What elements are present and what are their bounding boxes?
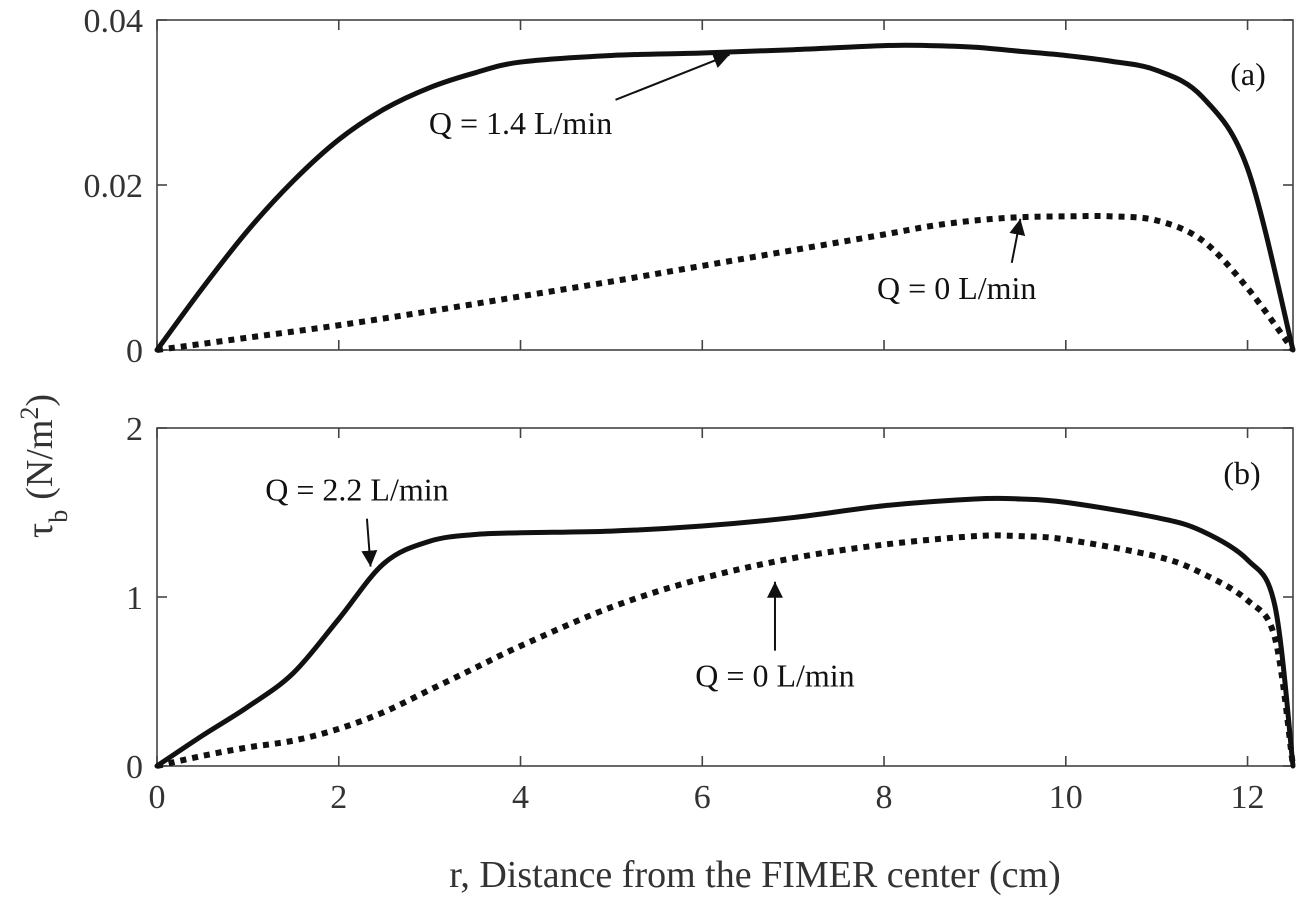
x-axis-title: r, Distance from the FIMER center (cm)	[449, 854, 1061, 896]
y-axis-title-symbol: τ	[19, 523, 61, 538]
x-tick-label: 12	[1231, 779, 1265, 816]
y-axis-title-unit-close: )	[19, 394, 61, 407]
series-line-b-solid	[154, 495, 1296, 769]
y-axis-title: τb (N/m2)	[15, 394, 73, 538]
panel-label-a: (a)	[1230, 56, 1266, 92]
series-line-a-solid	[154, 42, 1296, 353]
series-line-a-dotted	[156, 213, 1296, 353]
y-tick-label: 0	[126, 333, 143, 370]
panel-a: 0 0.02 0.04 Q = 1.4 L/min Q = 0 L/min (a)	[84, 3, 1296, 370]
y-axis-title-unit: (N/m	[19, 420, 61, 500]
y-tick-label: 2	[126, 411, 143, 448]
y-axis-title-power: 2	[15, 407, 44, 420]
x-tick-label: 8	[876, 779, 893, 816]
series-line-b-dotted	[156, 532, 1296, 769]
x-tick-label: 2	[330, 779, 347, 816]
y-tick-label: 0	[126, 749, 143, 786]
annotation-label: Q = 1.4 L/min	[429, 105, 612, 141]
x-tick-label: 4	[512, 779, 529, 816]
x-tick-label: 10	[1049, 779, 1083, 816]
x-tick-label: 0	[149, 779, 166, 816]
annotation-label: Q = 0 L/min	[877, 270, 1036, 306]
annotation-label: Q = 0 L/min	[695, 658, 854, 694]
y-axis-title-subscript: b	[44, 510, 73, 523]
y-tick-label: 0.04	[84, 3, 144, 40]
x-tick-label: 6	[694, 779, 711, 816]
y-tick-label: 0.02	[84, 168, 144, 205]
annotation-arrow	[615, 53, 730, 101]
annotation-label: Q = 2.2 L/min	[265, 472, 448, 508]
panel-label-b: (b)	[1223, 455, 1260, 491]
annotation-arrow	[361, 518, 378, 567]
annotation-arrow	[1009, 218, 1026, 264]
y-tick-label: 1	[126, 580, 143, 617]
plot-frame-a	[156, 19, 1294, 351]
